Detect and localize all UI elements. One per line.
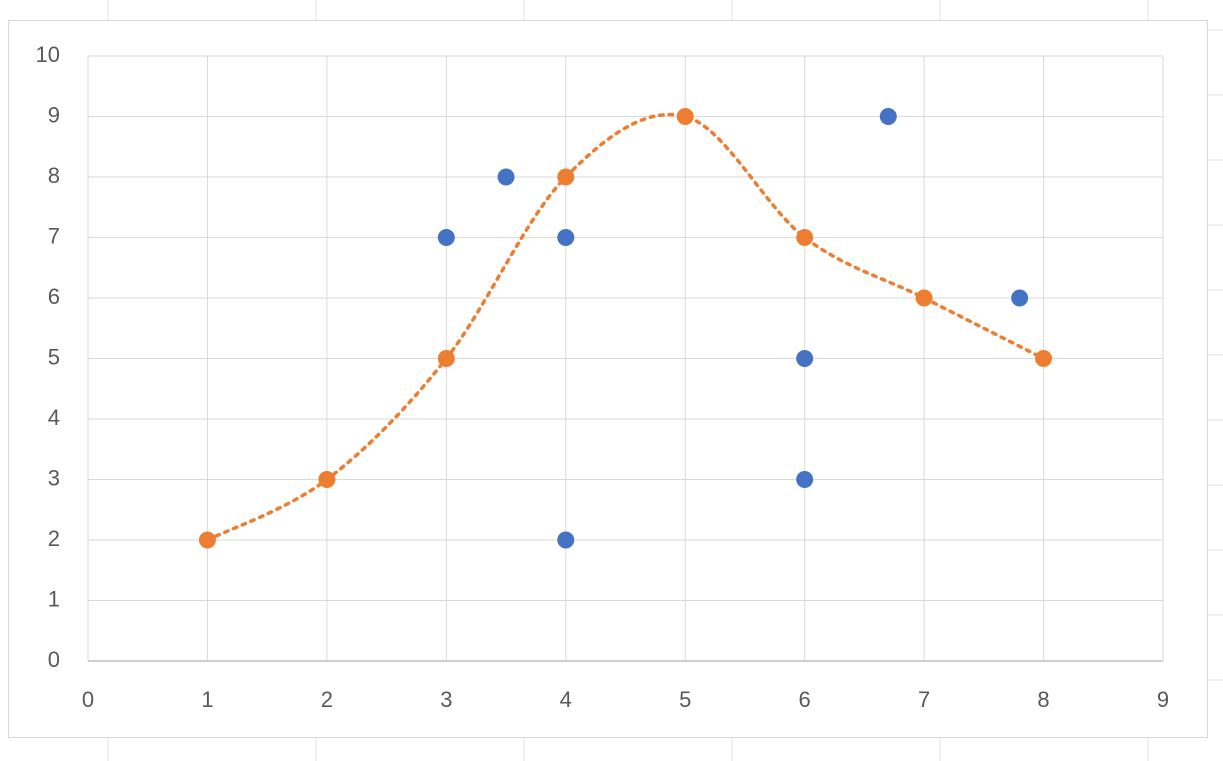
data-point (915, 289, 933, 307)
data-point (437, 350, 455, 367)
data-point (879, 108, 897, 125)
x-tick-label: 6 (799, 687, 811, 712)
x-tick-label: 0 (82, 687, 94, 712)
y-tick-label: 0 (48, 647, 60, 672)
y-tick-label: 3 (48, 465, 60, 490)
data-point (318, 471, 336, 488)
y-tick-label: 5 (48, 344, 60, 369)
x-tick-label: 2 (321, 687, 333, 712)
data-point (796, 229, 814, 246)
x-tick-label: 5 (679, 687, 691, 712)
data-point (437, 229, 455, 246)
y-tick-label: 1 (48, 586, 60, 611)
x-tick-label: 8 (1037, 687, 1049, 712)
y-tick-label: 4 (48, 405, 60, 430)
data-point (557, 229, 575, 246)
data-point (557, 168, 575, 186)
x-tick-label: 4 (560, 687, 572, 712)
x-tick-label: 1 (201, 687, 213, 712)
data-point (198, 531, 216, 549)
data-point (1035, 350, 1053, 367)
data-point (557, 531, 575, 549)
x-tick-label: 7 (918, 687, 930, 712)
y-tick-label: 9 (48, 102, 60, 127)
data-point (1011, 289, 1029, 307)
data-point (796, 471, 814, 488)
y-tick-label: 8 (48, 163, 60, 188)
sheet-cells (107, 0, 1223, 761)
data-point (796, 350, 814, 367)
x-tick-label: 9 (1157, 687, 1169, 712)
data-point (676, 108, 694, 125)
y-tick-label: 6 (48, 284, 60, 309)
chart-area (8, 20, 1208, 738)
data-point (497, 168, 515, 186)
x-tick-label: 3 (440, 687, 452, 712)
y-tick-label: 2 (48, 526, 60, 551)
y-tick-label: 7 (48, 223, 60, 248)
trend-line (205, 112, 1046, 542)
y-tick-label: 10 (36, 42, 60, 67)
